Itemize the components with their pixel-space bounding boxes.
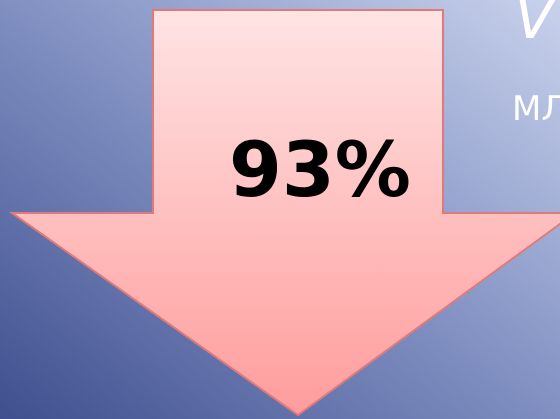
heading-fragment: V [514, 0, 559, 53]
arrow-label: 93% [229, 125, 411, 214]
down-arrow [8, 9, 560, 417]
subheading-fragment: МЛ [512, 89, 560, 129]
